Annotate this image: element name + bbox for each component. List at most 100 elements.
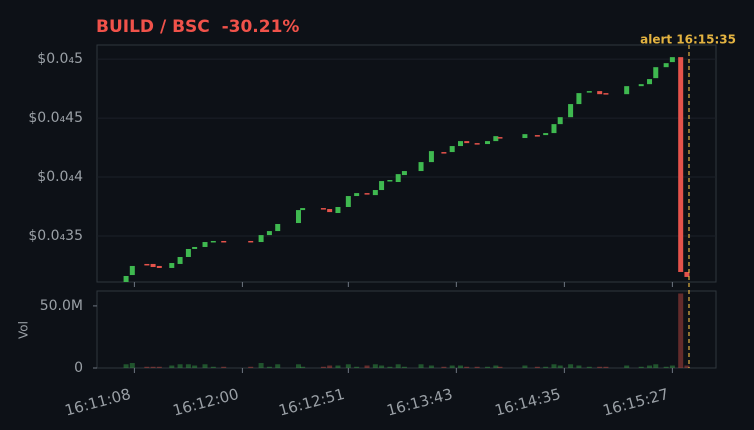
candle-body [497, 137, 503, 139]
volume-tick-label: 50.0M [40, 298, 83, 314]
volume-bar [568, 364, 574, 368]
candle-body [202, 242, 208, 247]
y-tick-label: $0.0₄4 [37, 169, 83, 185]
volume-bar [441, 366, 447, 368]
candle-body [474, 143, 480, 145]
volume-bar [156, 366, 162, 368]
volume-bar [169, 365, 175, 368]
volume-bar [586, 366, 592, 368]
candle-body [418, 162, 424, 172]
candle-body [379, 181, 385, 191]
volume-bar [497, 366, 503, 368]
candle-body [464, 141, 470, 144]
volume-tick-label: 0 [74, 360, 83, 376]
volume-bar [327, 365, 333, 368]
candle-body [185, 248, 191, 258]
candle-body [449, 146, 455, 153]
candle-body [300, 208, 306, 211]
candle-body [597, 91, 603, 95]
volume-bar [458, 365, 464, 368]
candle-body [493, 136, 499, 142]
candle-body [543, 133, 549, 136]
candle-body [485, 141, 491, 145]
volume-bar [144, 366, 150, 368]
candle-body [123, 275, 129, 282]
volume-bar [123, 364, 129, 368]
candle-body [345, 196, 351, 208]
y-tick-label: $0.0₄45 [28, 110, 83, 126]
candle-body [320, 208, 326, 210]
y-tick-label: $0.0₄5 [37, 51, 83, 67]
candle-body [295, 210, 301, 224]
candle-body [248, 240, 254, 243]
volume-bar [387, 366, 393, 368]
candle-body [275, 223, 281, 232]
candle-body [129, 265, 135, 276]
candle-body [387, 180, 393, 182]
candle-body [335, 207, 341, 214]
volume-bar [395, 364, 401, 368]
volume-panel [96, 290, 717, 369]
candle-body [678, 57, 684, 272]
volume-bar [320, 366, 326, 368]
candle-body [638, 84, 644, 87]
candle-body [221, 240, 227, 243]
candle-body [192, 246, 198, 249]
volume-bar [597, 366, 603, 368]
volume-bar [493, 365, 499, 368]
candle-body [669, 57, 675, 63]
candle-body [266, 231, 272, 236]
volume-bar [275, 364, 281, 368]
volume-bar [202, 364, 208, 368]
candle-body [401, 171, 407, 176]
volume-bar [150, 366, 156, 368]
volume-bar [335, 365, 341, 368]
volume-bar [684, 365, 690, 368]
volume-axis-label: Vol [17, 321, 31, 339]
alert-label: alert 16:15:35 [640, 33, 736, 47]
candle-body [177, 257, 183, 264]
candle-body [551, 124, 557, 134]
candle-body [210, 240, 216, 243]
candle-body [568, 104, 574, 118]
candle-body [647, 79, 653, 85]
candle-body [428, 151, 434, 163]
volume-bar [647, 365, 653, 368]
volume-bar [345, 364, 351, 368]
candle-body [557, 117, 563, 125]
volume-bar [663, 366, 669, 368]
volume-bar [372, 364, 378, 368]
volume-bar [401, 366, 407, 368]
candle-body [624, 86, 630, 95]
volume-bar [474, 366, 480, 368]
volume-bar [576, 365, 582, 368]
volume-bar [534, 366, 540, 368]
candle-body [441, 152, 447, 154]
candle-body [156, 265, 162, 268]
candle-body [586, 91, 592, 93]
price-panel [96, 44, 717, 283]
volume-bar [258, 363, 264, 368]
volume-bar [379, 365, 385, 368]
volume-bar [653, 364, 659, 368]
candle-body [169, 263, 175, 268]
volume-bar [603, 366, 609, 368]
volume-bar [266, 366, 272, 368]
candle-body [364, 193, 370, 195]
volume-bar [669, 365, 675, 368]
candle-body [144, 263, 150, 266]
candle-body [395, 174, 401, 183]
volume-bar [428, 365, 434, 368]
volume-bar [300, 366, 306, 368]
candle-body [258, 235, 264, 243]
volume-bar [485, 366, 491, 368]
volume-bar [364, 365, 370, 368]
y-tick-label: $0.0₄35 [28, 228, 83, 244]
volume-bar [295, 364, 301, 368]
candle-body [603, 93, 609, 95]
volume-bar [192, 365, 198, 368]
volume-bar [464, 366, 470, 368]
chart-title: BUILD / BSC -30.21% [96, 17, 299, 37]
volume-bar [543, 366, 549, 368]
